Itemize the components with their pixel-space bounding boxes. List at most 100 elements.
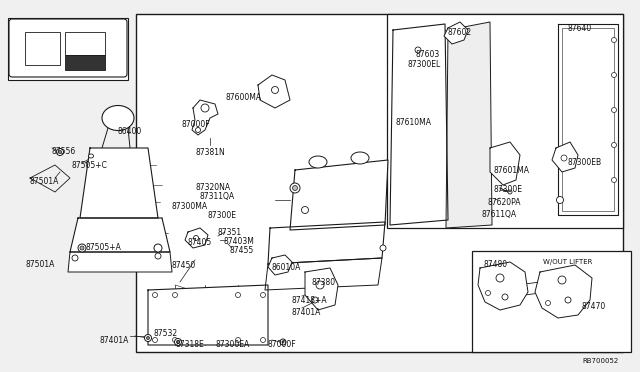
Ellipse shape — [155, 253, 161, 259]
Polygon shape — [535, 265, 592, 318]
Polygon shape — [305, 268, 338, 310]
Polygon shape — [192, 100, 218, 135]
Ellipse shape — [380, 245, 386, 251]
Ellipse shape — [309, 156, 327, 168]
Polygon shape — [70, 218, 170, 252]
Text: 87505+C: 87505+C — [72, 161, 108, 170]
Text: 86400: 86400 — [117, 127, 141, 136]
Text: 87610MA: 87610MA — [395, 118, 431, 127]
Text: 87300MA: 87300MA — [172, 202, 208, 211]
Ellipse shape — [271, 87, 278, 93]
Ellipse shape — [173, 292, 177, 298]
Text: 87320NA: 87320NA — [196, 183, 231, 192]
Text: 87405: 87405 — [188, 238, 212, 247]
Text: 87300EL: 87300EL — [407, 60, 440, 69]
Text: 87000F: 87000F — [268, 340, 296, 349]
Text: 87603: 87603 — [415, 50, 439, 59]
Polygon shape — [446, 22, 492, 228]
Ellipse shape — [175, 339, 182, 346]
Ellipse shape — [301, 206, 308, 214]
Polygon shape — [258, 75, 290, 108]
Polygon shape — [478, 262, 528, 310]
Polygon shape — [185, 228, 208, 248]
Text: 87000F: 87000F — [182, 120, 211, 129]
Ellipse shape — [78, 244, 86, 252]
Bar — [65, 32, 105, 55]
Text: 87556: 87556 — [52, 147, 76, 156]
Text: 87480: 87480 — [484, 260, 508, 269]
Ellipse shape — [260, 337, 266, 343]
Polygon shape — [268, 222, 385, 264]
Text: 87300EA: 87300EA — [215, 340, 249, 349]
Text: 87620PA: 87620PA — [487, 198, 520, 207]
Text: 87300E: 87300E — [494, 185, 523, 194]
Polygon shape — [68, 252, 172, 272]
Ellipse shape — [351, 152, 369, 164]
Polygon shape — [490, 142, 520, 185]
Text: 87318E: 87318E — [175, 340, 204, 349]
Polygon shape — [148, 285, 268, 345]
Text: 86010A: 86010A — [272, 263, 301, 272]
Text: 87501A: 87501A — [25, 260, 54, 269]
Text: 87403M: 87403M — [223, 237, 254, 246]
Ellipse shape — [280, 339, 286, 345]
Ellipse shape — [56, 148, 63, 155]
Text: 87380: 87380 — [311, 278, 335, 287]
Polygon shape — [444, 22, 468, 44]
Ellipse shape — [316, 281, 324, 289]
Ellipse shape — [201, 104, 209, 112]
Bar — [136, 14, 623, 352]
Ellipse shape — [282, 341, 284, 343]
Polygon shape — [390, 24, 448, 225]
Text: 87501A: 87501A — [30, 177, 60, 186]
Ellipse shape — [557, 196, 563, 203]
Text: 87600MA: 87600MA — [225, 93, 261, 102]
Text: 87450: 87450 — [172, 261, 196, 270]
Ellipse shape — [415, 47, 421, 53]
Polygon shape — [552, 142, 578, 172]
Ellipse shape — [88, 154, 93, 158]
Ellipse shape — [290, 183, 300, 193]
Ellipse shape — [58, 151, 61, 154]
Bar — [25, 32, 60, 65]
Ellipse shape — [195, 128, 200, 132]
Text: RB700052: RB700052 — [582, 358, 618, 364]
Ellipse shape — [193, 235, 198, 241]
Polygon shape — [268, 255, 292, 275]
Text: 87455: 87455 — [230, 246, 254, 255]
Ellipse shape — [147, 337, 150, 340]
Ellipse shape — [502, 294, 508, 300]
Ellipse shape — [177, 340, 179, 343]
Polygon shape — [265, 258, 382, 290]
Bar — [562, 28, 614, 211]
Ellipse shape — [486, 291, 490, 295]
Text: 87300E: 87300E — [208, 211, 237, 220]
Text: 87611QA: 87611QA — [481, 210, 516, 219]
Ellipse shape — [558, 276, 566, 284]
Ellipse shape — [102, 106, 134, 131]
Ellipse shape — [611, 73, 616, 77]
Ellipse shape — [72, 255, 78, 261]
Ellipse shape — [545, 301, 550, 305]
Ellipse shape — [236, 292, 241, 298]
FancyBboxPatch shape — [9, 19, 127, 77]
Text: 87470: 87470 — [581, 302, 605, 311]
Text: 87401A: 87401A — [292, 308, 321, 317]
Text: 87532: 87532 — [153, 329, 177, 338]
Ellipse shape — [611, 38, 616, 42]
Ellipse shape — [145, 334, 152, 341]
Text: W/OUT LIFTER: W/OUT LIFTER — [543, 259, 593, 265]
Bar — [387, 14, 623, 228]
Ellipse shape — [173, 337, 177, 343]
Ellipse shape — [154, 244, 162, 252]
Ellipse shape — [496, 274, 504, 282]
Text: 87640: 87640 — [568, 24, 592, 33]
Bar — [65, 55, 105, 70]
Ellipse shape — [611, 142, 616, 148]
Polygon shape — [558, 24, 618, 215]
Ellipse shape — [236, 337, 241, 343]
Text: 87351: 87351 — [218, 228, 242, 237]
Ellipse shape — [561, 155, 567, 161]
Text: 87505+A: 87505+A — [85, 243, 121, 252]
Ellipse shape — [611, 108, 616, 112]
